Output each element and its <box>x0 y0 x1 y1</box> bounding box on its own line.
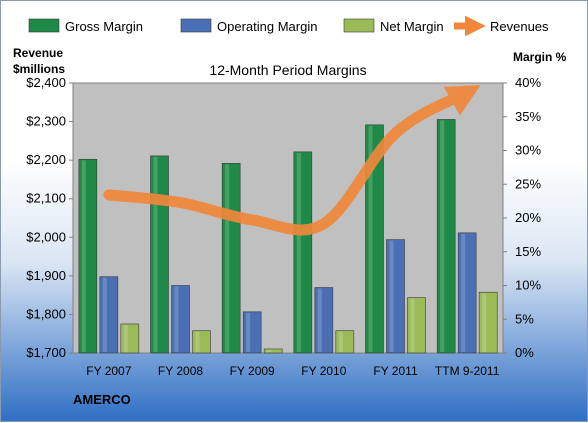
gross-margin-bar <box>150 155 169 354</box>
gross-margin-bar <box>436 119 456 354</box>
left-axis-tick-label: $2,100 <box>26 191 66 206</box>
operating-margin-bar-shine <box>389 240 394 352</box>
category-label: FY 2010 <box>301 364 346 378</box>
category-label: TTM 9-2011 <box>435 364 500 378</box>
left-axis-label: Revenue <box>13 46 63 60</box>
left-axis-tick-label: $2,000 <box>26 229 66 244</box>
operating-margin-bar <box>242 311 262 354</box>
legend-swatch-net-margin <box>343 18 375 33</box>
net-margin-bar-shine <box>267 349 272 352</box>
left-axis-tick-label: $1,800 <box>26 306 66 321</box>
net-margin-bar <box>335 330 355 354</box>
gross-margin-bar <box>365 124 384 354</box>
plot-area <box>72 82 504 354</box>
net-margin-bar <box>192 330 211 354</box>
net-margin-bar <box>263 348 283 354</box>
gross-margin-bar-shine <box>153 156 158 352</box>
left-axis-tick-label: $2,300 <box>26 114 66 129</box>
footer-label: AMERCO <box>73 392 131 407</box>
operating-margin-bar <box>171 285 190 354</box>
operating-margin-bar <box>99 276 119 354</box>
net-margin-bar-shine <box>410 298 415 352</box>
operating-margin-bar-shine <box>317 288 322 352</box>
right-axis-tick-label: 40% <box>515 75 541 90</box>
gross-margin-bar <box>293 151 313 354</box>
operating-margin-bar-shine <box>461 233 466 352</box>
operating-margin-bar-shine <box>174 286 179 352</box>
net-margin-bar-shine <box>482 293 487 352</box>
gross-margin-bar-shine <box>81 160 86 352</box>
gross-margin-bar-shine <box>296 152 301 352</box>
left-axis-label-units: $millions <box>13 62 65 76</box>
net-margin-bar-shine <box>338 331 343 352</box>
net-margin-bar-shine <box>195 331 200 352</box>
legend-label-revenues: Revenues <box>490 19 549 34</box>
gross-margin-bar-shine <box>368 125 373 352</box>
right-axis-tick-label: 20% <box>515 210 541 225</box>
right-axis-tick-label: 30% <box>515 143 541 158</box>
operating-margin-bar <box>457 232 477 354</box>
right-axis-tick-label: 0% <box>515 345 534 360</box>
category-label: FY 2008 <box>158 364 203 378</box>
net-margin-bar <box>478 291 498 354</box>
right-axis-tick-label: 25% <box>515 176 541 191</box>
net-margin-bar <box>120 323 140 354</box>
right-axis-tick-label: 10% <box>515 278 541 293</box>
legend-swatch-operating-margin <box>180 18 212 33</box>
operating-margin-bar <box>386 239 405 354</box>
revenues-line <box>103 85 481 236</box>
gross-margin-bar <box>221 163 241 354</box>
operating-margin-bar-shine <box>102 277 107 352</box>
right-axis-label: Margin % <box>513 50 567 64</box>
legend-swatch-gross-margin <box>28 18 60 33</box>
legend-label-gross-margin: Gross Margin <box>65 19 143 34</box>
chart-title: 12-Month Period Margins <box>209 62 366 78</box>
left-axis-tick-label: $2,400 <box>26 75 66 90</box>
left-axis-tick-label: $1,900 <box>26 268 66 283</box>
right-axis-tick-label: 35% <box>515 109 541 124</box>
left-axis-tick-label: $2,200 <box>26 152 66 167</box>
left-axis-tick-label: $1,700 <box>26 345 66 360</box>
gross-margin-bar-shine <box>440 120 445 352</box>
legend-label-net-margin: Net Margin <box>380 19 444 34</box>
net-margin-bar-shine <box>123 324 128 352</box>
category-label: FY 2011 <box>373 364 418 378</box>
right-axis-tick-label: 15% <box>515 244 541 259</box>
operating-margin-bar <box>314 287 334 354</box>
operating-margin-bar-shine <box>246 312 251 352</box>
right-axis-tick-label: 5% <box>515 311 534 326</box>
gross-margin-bar-shine <box>225 164 230 352</box>
category-label: FY 2009 <box>230 364 275 378</box>
legend-label-operating-margin: Operating Margin <box>217 19 317 34</box>
net-margin-bar <box>407 297 426 354</box>
category-label: FY 2007 <box>86 364 131 378</box>
gross-margin-bar <box>78 158 98 354</box>
